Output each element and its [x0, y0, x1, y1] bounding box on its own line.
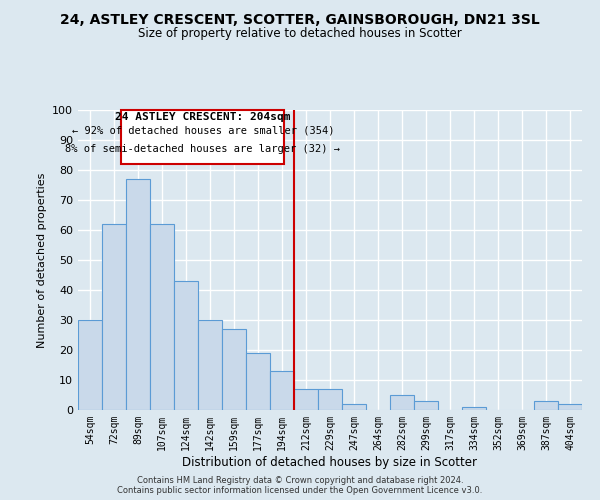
X-axis label: Distribution of detached houses by size in Scotter: Distribution of detached houses by size …: [182, 456, 478, 468]
Bar: [150, 224, 174, 410]
Bar: [102, 224, 126, 410]
Bar: [174, 281, 198, 410]
Text: 8% of semi-detached houses are larger (32) →: 8% of semi-detached houses are larger (3…: [65, 144, 340, 154]
Bar: [318, 389, 342, 410]
Text: Contains HM Land Registry data © Crown copyright and database right 2024.: Contains HM Land Registry data © Crown c…: [137, 476, 463, 485]
Bar: [294, 389, 318, 410]
Text: Contains public sector information licensed under the Open Government Licence v3: Contains public sector information licen…: [118, 486, 482, 495]
Bar: [126, 179, 150, 410]
Bar: [246, 353, 270, 410]
Text: 24, ASTLEY CRESCENT, SCOTTER, GAINSBOROUGH, DN21 3SL: 24, ASTLEY CRESCENT, SCOTTER, GAINSBOROU…: [60, 12, 540, 26]
Bar: [78, 320, 102, 410]
Text: ← 92% of detached houses are smaller (354): ← 92% of detached houses are smaller (35…: [71, 126, 334, 136]
Bar: [390, 395, 414, 410]
Bar: [342, 404, 366, 410]
Bar: [270, 371, 294, 410]
Text: 24 ASTLEY CRESCENT: 204sqm: 24 ASTLEY CRESCENT: 204sqm: [115, 112, 290, 122]
Bar: [222, 329, 246, 410]
Bar: [414, 401, 438, 410]
Text: Size of property relative to detached houses in Scotter: Size of property relative to detached ho…: [138, 28, 462, 40]
Y-axis label: Number of detached properties: Number of detached properties: [37, 172, 47, 348]
Bar: [534, 401, 558, 410]
Bar: [462, 407, 486, 410]
Bar: [558, 404, 582, 410]
Bar: [198, 320, 222, 410]
